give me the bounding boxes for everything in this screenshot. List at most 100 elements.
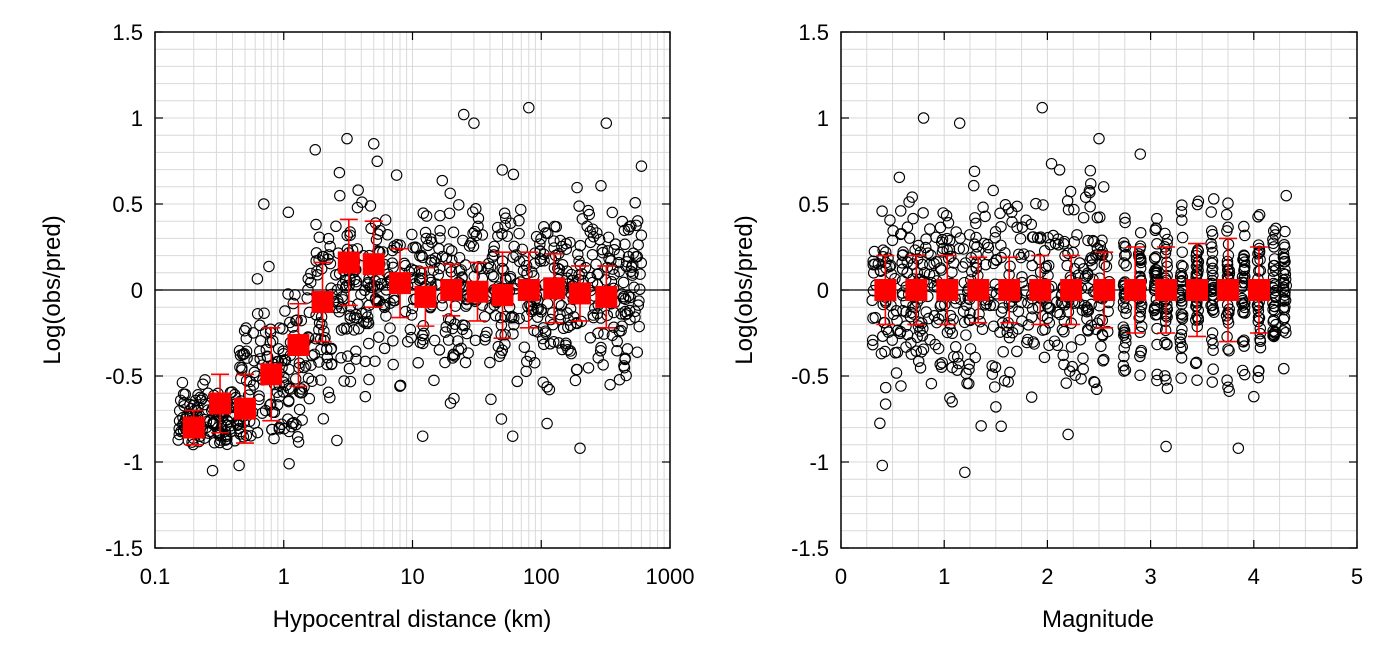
scatter-point bbox=[1093, 132, 1105, 145]
binned-mean-marker bbox=[311, 291, 334, 314]
scatter-point bbox=[1190, 356, 1203, 369]
y-tick-label: 0 bbox=[817, 278, 829, 303]
scatter-point bbox=[322, 386, 335, 398]
scatter-point bbox=[1032, 301, 1045, 314]
binned-mean-marker bbox=[936, 279, 959, 301]
scatter-point bbox=[469, 334, 482, 347]
scatter-point bbox=[1148, 252, 1161, 264]
ticks: -1.5 -1 -0.5 0 0.5 1 1.5 0.1 1 10 100 1000 bbox=[105, 20, 694, 589]
binned-means bbox=[874, 237, 1270, 343]
scatter-point bbox=[1280, 326, 1292, 339]
scatter-point bbox=[457, 319, 469, 331]
scatter-point bbox=[957, 305, 970, 318]
scatter-point bbox=[941, 326, 954, 339]
scatter-point bbox=[331, 434, 343, 447]
scatter-point bbox=[453, 265, 466, 277]
scatter-point bbox=[629, 196, 641, 209]
scatter-point bbox=[248, 355, 260, 367]
scatter-point bbox=[1176, 323, 1188, 336]
binned-mean-marker bbox=[517, 279, 540, 301]
scatter-point bbox=[386, 257, 398, 269]
scatter-point bbox=[953, 242, 965, 255]
scatter-point bbox=[959, 466, 971, 479]
scatter-point bbox=[943, 243, 956, 256]
scatter-point bbox=[253, 390, 265, 402]
scatter-point bbox=[622, 250, 635, 263]
scatter-point bbox=[968, 165, 981, 178]
scatter-point bbox=[440, 321, 453, 333]
y-tick-label: -0.5 bbox=[791, 364, 829, 389]
scatter-point bbox=[969, 351, 981, 364]
scatter-point bbox=[1205, 225, 1218, 237]
binned-mean-marker bbox=[874, 279, 897, 301]
scatter-point bbox=[357, 316, 370, 328]
scatter-point bbox=[233, 459, 245, 472]
scatter-point bbox=[320, 343, 333, 355]
scatter-point bbox=[263, 260, 275, 273]
binned-mean-marker bbox=[1124, 279, 1147, 301]
scatter-point bbox=[534, 255, 547, 267]
scatter-point bbox=[922, 247, 934, 259]
scatter-point bbox=[506, 430, 519, 442]
scatter-point bbox=[497, 264, 510, 277]
scatter-point bbox=[452, 335, 464, 347]
scatter-point bbox=[1279, 225, 1291, 238]
scatter-point bbox=[296, 414, 308, 426]
scatter-point bbox=[618, 360, 630, 372]
scatter-point bbox=[979, 210, 991, 223]
scatter-point bbox=[1237, 299, 1249, 311]
scatter-point bbox=[476, 229, 489, 241]
scatter-point bbox=[523, 101, 535, 114]
scatter-point bbox=[295, 387, 307, 399]
scatter-point bbox=[561, 307, 573, 319]
scatter-point bbox=[513, 214, 525, 227]
scatter-point bbox=[1016, 271, 1028, 283]
scatter-point bbox=[894, 327, 906, 340]
scatter-point bbox=[350, 308, 362, 321]
scatter-point bbox=[874, 264, 886, 277]
scatter-point bbox=[893, 171, 906, 184]
scatter-point bbox=[539, 327, 552, 339]
scatter-point bbox=[344, 375, 357, 388]
scatter-point bbox=[344, 273, 356, 286]
scatter-point bbox=[1278, 241, 1291, 254]
scatter-point bbox=[1252, 211, 1264, 223]
scatter-point bbox=[1175, 372, 1187, 384]
scatter-point bbox=[917, 207, 929, 219]
scatter-point bbox=[634, 283, 646, 296]
y-tick-label: 1 bbox=[131, 106, 143, 131]
scatter-point bbox=[1161, 238, 1173, 250]
scatter-point bbox=[876, 459, 889, 472]
scatter-point bbox=[1084, 254, 1096, 267]
scatter-point bbox=[546, 307, 559, 319]
scatter-point bbox=[518, 341, 531, 353]
scatter-point bbox=[1118, 350, 1130, 363]
scatter-point bbox=[369, 275, 381, 287]
scatter-point bbox=[635, 257, 648, 269]
scatter-point bbox=[960, 299, 973, 312]
scatter-point bbox=[1254, 335, 1267, 347]
scatter-point bbox=[1232, 442, 1245, 454]
scatter-point bbox=[584, 332, 597, 344]
scatter-point bbox=[633, 295, 645, 307]
scatter-point bbox=[995, 306, 1008, 318]
scatter-point bbox=[290, 418, 302, 431]
scatter-point bbox=[478, 310, 491, 323]
scatter-point bbox=[268, 432, 280, 445]
scatter-point bbox=[1191, 198, 1204, 211]
scatter-point bbox=[576, 213, 589, 225]
scatter-point bbox=[867, 255, 879, 267]
binned-means bbox=[182, 218, 618, 446]
scatter-point bbox=[1041, 312, 1054, 325]
scatter-point bbox=[324, 391, 336, 404]
scatter-point bbox=[1085, 178, 1097, 190]
scatter-point bbox=[1175, 205, 1188, 218]
scatter-point bbox=[896, 257, 908, 269]
scatter-point bbox=[306, 375, 318, 387]
scatter-point bbox=[1267, 297, 1279, 309]
scatter-point bbox=[226, 386, 238, 398]
scatter-point bbox=[877, 250, 889, 263]
scatter-point bbox=[597, 246, 609, 259]
scatter-point bbox=[462, 347, 474, 359]
scatter-point bbox=[527, 303, 539, 316]
